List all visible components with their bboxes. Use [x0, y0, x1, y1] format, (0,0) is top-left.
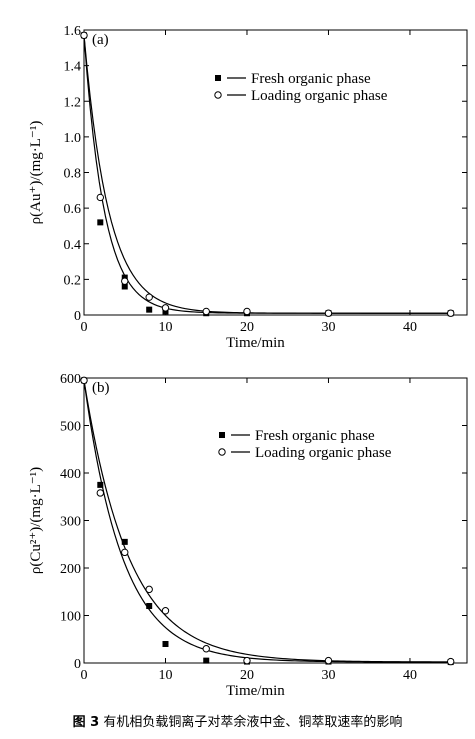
x-tick-label: 40 — [403, 320, 417, 335]
data-point-loading — [145, 293, 153, 301]
x-axis-label: Time/min — [226, 335, 285, 351]
data-point-loading — [96, 489, 104, 497]
data-point-fresh — [97, 481, 104, 488]
data-point-loading — [447, 657, 455, 666]
y-axis-label: ρ(Au⁺)/(mg·L⁻¹) — [28, 121, 44, 225]
data-point-loading — [447, 309, 455, 317]
x-tick-label: 20 — [240, 320, 254, 335]
legend-marker-loading — [218, 448, 226, 456]
data-point-fresh — [203, 657, 210, 664]
data-point-fresh — [97, 219, 104, 226]
x-tick-label: 0 — [81, 668, 88, 683]
data-point-loading — [121, 548, 129, 557]
data-point-fresh — [162, 641, 169, 647]
y-tick-label: 1.6 — [64, 24, 82, 39]
y-tick-label: 0.4 — [64, 238, 82, 253]
y-axis-label: ρ(Cu²⁺)/(mg·L⁻¹) — [28, 467, 44, 574]
data-point-loading — [161, 304, 170, 312]
y-tick-label: 1.4 — [64, 60, 82, 75]
legend-label: Fresh organic phase — [251, 71, 371, 87]
y-tick-label: 0.2 — [64, 273, 82, 288]
data-point-loading — [161, 607, 170, 615]
figure-caption: 图 3 有机相负载铜离子对萃余液中金、铜萃取速率的影响 — [0, 711, 475, 730]
data-point-loading — [202, 645, 210, 653]
x-tick-label: 10 — [158, 320, 172, 335]
data-point-loading — [80, 31, 88, 40]
fit-curve-loading — [83, 380, 451, 663]
legend-label: Fresh organic phase — [255, 428, 375, 444]
fit-curve-fresh — [83, 380, 451, 663]
y-tick-label: 0 — [74, 309, 81, 324]
y-tick-label: 0.6 — [64, 202, 82, 217]
legend-marker-loading — [214, 91, 222, 99]
x-tick-label: 20 — [240, 668, 254, 683]
y-tick-label: 0 — [74, 657, 81, 672]
data-point-fresh — [146, 306, 153, 313]
plot-frame — [83, 377, 468, 664]
data-point-loading — [96, 193, 104, 202]
panel-label: (b) — [92, 380, 110, 396]
legend-marker-fresh — [215, 75, 221, 81]
chart-panel-b: 0 10 20 30 400100200300400500600Time/minρ(Cu… — [28, 372, 468, 699]
data-point-fresh — [121, 538, 128, 545]
x-tick-label: 10 — [158, 668, 172, 683]
y-tick-label: 0.8 — [64, 167, 82, 182]
data-point-loading — [121, 277, 129, 285]
data-point-loading — [80, 376, 88, 385]
data-point-fresh — [121, 283, 128, 290]
data-point-fresh — [146, 603, 153, 609]
caption-number: 图 3 — [72, 715, 100, 730]
y-tick-label: 500 — [60, 420, 81, 435]
x-axis-label: Time/min — [226, 683, 285, 699]
x-tick-label: 0 — [81, 320, 88, 335]
y-tick-label: 1.0 — [64, 131, 82, 146]
legend-label: Loading organic phase — [251, 88, 388, 104]
data-point-loading — [145, 585, 153, 594]
data-point-loading — [243, 656, 251, 665]
x-tick-label: 30 — [321, 320, 335, 335]
legend-marker-fresh — [219, 432, 225, 438]
y-tick-label: 100 — [60, 610, 81, 625]
fit-curve-loading — [83, 35, 451, 314]
data-point-loading — [324, 656, 333, 665]
data-point-loading — [202, 307, 210, 316]
legend-label: Loading organic phase — [255, 445, 392, 461]
x-tick-label: 40 — [403, 668, 417, 683]
data-point-loading — [324, 309, 333, 317]
x-tick-label: 30 — [321, 668, 335, 683]
y-tick-label: 200 — [60, 562, 81, 577]
y-tick-label: 300 — [60, 515, 81, 530]
y-tick-label: 600 — [60, 372, 81, 387]
figure: 0 10 20 30 4000.20.40.60.81.01.21.41.6Time/m… — [28, 24, 468, 699]
chart-panel-a: 0 10 20 30 40 0 0.2 0.4 0.6 0.8 1.0 1.2 1.4 1.6 Time/m… — [28, 24, 468, 351]
data-point-loading — [243, 307, 251, 316]
y-tick-label: 1.2 — [64, 95, 82, 110]
panel-label: (a) — [92, 32, 109, 48]
caption-text: 有机相负载铜离子对萃余液中金、铜萃取速率的影响 — [103, 715, 403, 730]
y-tick-label: 400 — [60, 467, 81, 482]
